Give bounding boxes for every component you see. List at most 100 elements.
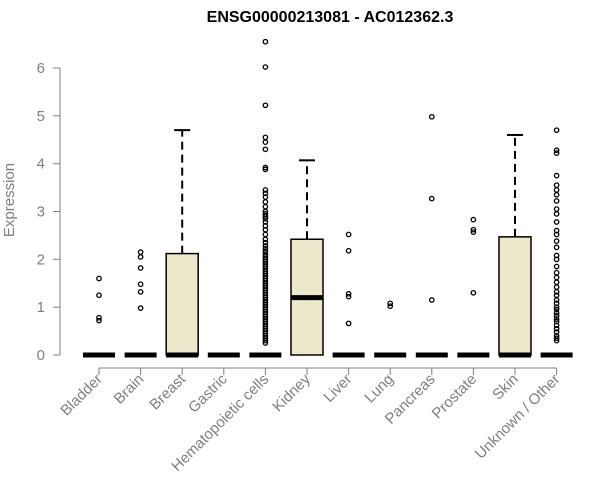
box-pancreas (415, 113, 448, 358)
y-tick-label: 3 (37, 204, 45, 221)
outlier-point (262, 134, 269, 141)
box-hematopoietic-cells (249, 38, 282, 358)
outlier-point (553, 231, 560, 238)
outlier-point (262, 213, 269, 220)
box-unknown-other (540, 127, 573, 358)
outlier-point (137, 305, 144, 311)
x-tick-label: Prostate (429, 371, 481, 423)
outlier-point (262, 239, 269, 246)
x-tick-label: Brain (111, 371, 148, 408)
y-axis: 0 1 2 3 4 5 6 (37, 60, 61, 364)
outlier-point (262, 245, 269, 252)
outlier-point (96, 314, 102, 321)
outlier-point (553, 127, 560, 134)
outlier-point (262, 215, 269, 222)
outlier-point (262, 337, 269, 344)
outlier-point (553, 325, 560, 332)
x-tick-label: Liver (320, 371, 355, 406)
outlier-point (137, 254, 144, 260)
outlier-point (470, 226, 477, 233)
outlier-point (553, 289, 560, 295)
box-kidney (290, 159, 324, 356)
box-brain (124, 249, 157, 358)
x-tick-label: Kidney (269, 370, 314, 415)
outlier-point (262, 64, 269, 70)
y-tick-label: 1 (37, 299, 45, 316)
outlier-point (387, 300, 394, 307)
outlier-point (553, 182, 560, 189)
y-tick-label: 6 (37, 60, 45, 77)
box-rect (165, 252, 199, 356)
outlier-point (262, 146, 269, 153)
outlier-point (262, 164, 269, 171)
outlier-point (262, 187, 269, 193)
outlier-point (470, 216, 477, 223)
outlier-point (553, 263, 560, 270)
outlier-point (553, 187, 560, 193)
box-rect (498, 236, 532, 356)
outlier-point (553, 211, 560, 217)
outlier-point (262, 340, 269, 346)
outlier-point (345, 247, 352, 254)
outlier-point (262, 243, 269, 249)
outlier-point (553, 191, 560, 198)
outlier-point (553, 312, 560, 319)
box-skin (498, 133, 532, 358)
outlier-point (428, 195, 435, 202)
outlier-point (553, 269, 560, 276)
box-bladder (83, 275, 115, 358)
outlier-point (553, 150, 560, 156)
outlier-point (428, 297, 435, 303)
y-tick-label: 5 (37, 108, 45, 125)
outlier-point (345, 293, 352, 300)
outlier-point (262, 102, 269, 109)
y-tick-label: 2 (37, 251, 45, 268)
outlier-point (553, 335, 560, 342)
outlier-point (553, 256, 560, 263)
outlier-point (553, 238, 560, 245)
y-tick-label: 4 (37, 156, 45, 173)
outlier-point (553, 337, 560, 344)
outlier-point (553, 198, 560, 204)
outlier-point (553, 316, 560, 322)
outlier-point (553, 147, 560, 154)
outlier-point (345, 231, 352, 238)
outlier-point (137, 281, 144, 288)
outlier-point (262, 38, 269, 45)
outlier-point (262, 203, 269, 210)
outlier-point (96, 317, 102, 324)
outlier-point (553, 274, 560, 281)
outlier-point (262, 199, 269, 205)
outlier-point (553, 297, 560, 303)
y-tick-label: 0 (37, 347, 45, 364)
outlier-point (553, 172, 560, 179)
outlier-point (470, 289, 477, 296)
outlier-point (137, 265, 144, 271)
outlier-point (345, 320, 352, 327)
outlier-point (428, 113, 435, 120)
box-prostate (457, 216, 490, 358)
outlier-point (387, 303, 394, 310)
outlier-point (470, 229, 477, 235)
outlier-point (137, 249, 144, 256)
box-liver (332, 231, 365, 358)
x-tick-label: Lung (361, 371, 397, 407)
y-axis-title: Expression (1, 163, 18, 237)
box-breast (165, 129, 199, 358)
outlier-point (553, 322, 560, 329)
outlier-point (137, 289, 144, 295)
outlier-point (553, 310, 560, 316)
x-tick-label: Bladder (57, 371, 106, 420)
box-lung (374, 300, 407, 358)
outlier-point (96, 292, 102, 299)
outlier-point (262, 231, 269, 238)
outlier-point (96, 275, 102, 282)
outlier-point (553, 219, 560, 225)
outlier-point (262, 139, 269, 145)
x-tick-label: Skin (489, 371, 522, 404)
outlier-point (262, 236, 269, 243)
plot-area (83, 38, 573, 358)
outlier-point (553, 306, 560, 313)
